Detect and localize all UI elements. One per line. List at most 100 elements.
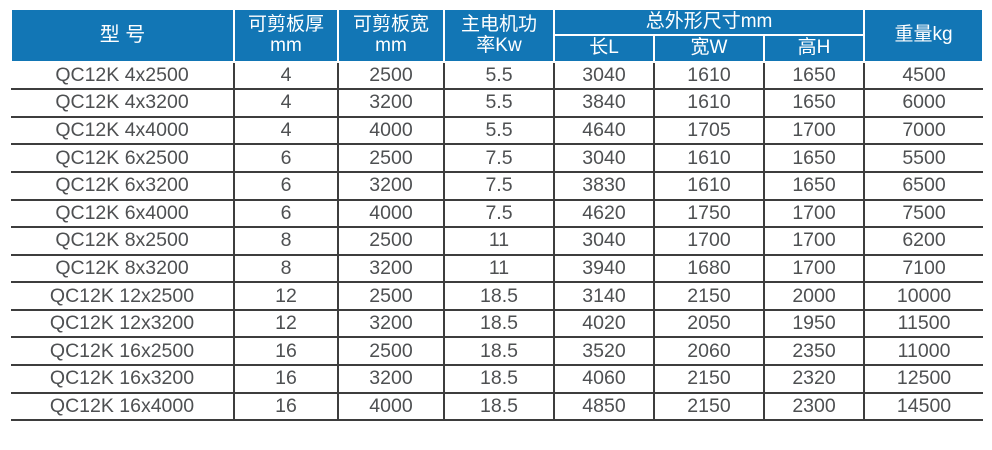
cell-height: 1650 xyxy=(762,89,865,118)
cell-height: 2320 xyxy=(762,365,865,394)
cell-length: 3840 xyxy=(553,89,654,118)
cell-model: QC12K 16x3200 xyxy=(11,365,234,394)
table-row: QC12K 6x2500 6 2500 7.5 3040 1610 1650 5… xyxy=(11,144,984,173)
table-row: QC12K 8x2500 8 2500 11 3040 1700 1700 62… xyxy=(11,227,984,256)
header-motor-power-line2: 率Kw xyxy=(476,34,522,56)
cell-thickness: 4 xyxy=(233,116,338,146)
cell-length: 3830 xyxy=(553,171,654,201)
cell-weight: 5500 xyxy=(863,144,984,173)
shearing-machine-spec-table: 型 号 可剪板厚 mm 可剪板宽 mm 主电机功 率Kw 总外形尺寸mm 重量k… xyxy=(10,7,985,422)
cell-dim-width: 1610 xyxy=(653,144,764,173)
cell-power: 5.5 xyxy=(443,61,554,91)
table-row: QC12K 4x2500 4 2500 5.5 3040 1610 1650 4… xyxy=(11,61,984,91)
cell-height: 1700 xyxy=(762,227,865,256)
cell-length: 4060 xyxy=(553,365,654,394)
cell-dim-width: 1750 xyxy=(653,199,764,229)
cell-thickness: 4 xyxy=(233,89,338,118)
spec-table-container: 型 号 可剪板厚 mm 可剪板宽 mm 主电机功 率Kw 总外形尺寸mm 重量k… xyxy=(10,7,985,422)
cell-weight: 11500 xyxy=(863,309,984,339)
cell-thickness: 6 xyxy=(233,171,338,201)
cell-model: QC12K 6x3200 xyxy=(11,171,234,201)
cell-model: QC12K 12x3200 xyxy=(11,309,234,339)
cell-dim-width: 1610 xyxy=(653,61,764,91)
cell-width: 4000 xyxy=(337,199,444,229)
cell-height: 1650 xyxy=(762,171,865,201)
table-header: 型 号 可剪板厚 mm 可剪板宽 mm 主电机功 率Kw 总外形尺寸mm 重量k… xyxy=(10,7,985,63)
cell-dim-width: 2150 xyxy=(653,392,764,422)
cell-model: QC12K 16x2500 xyxy=(11,337,234,367)
cell-thickness: 6 xyxy=(233,144,338,173)
header-row-sub: 长L 宽W 高H xyxy=(11,34,983,63)
cell-weight: 6200 xyxy=(863,227,984,256)
cell-power: 11 xyxy=(443,254,554,284)
cell-length: 3040 xyxy=(553,144,654,173)
table-row: QC12K 16x4000 16 4000 18.5 4850 2150 230… xyxy=(11,392,984,422)
header-dim-length: 长L xyxy=(553,34,655,63)
cell-dim-width: 1610 xyxy=(653,89,764,118)
cell-power: 11 xyxy=(443,227,554,256)
cell-weight: 10000 xyxy=(863,282,984,311)
cell-thickness: 8 xyxy=(233,227,338,256)
cell-power: 7.5 xyxy=(443,199,554,229)
cell-length: 4020 xyxy=(553,309,654,339)
cell-model: QC12K 16x4000 xyxy=(11,392,234,422)
cell-width: 3200 xyxy=(337,89,444,118)
cell-dim-width: 1610 xyxy=(653,171,764,201)
cell-width: 3200 xyxy=(337,309,444,339)
cell-width: 2500 xyxy=(337,144,444,173)
cell-power: 7.5 xyxy=(443,171,554,201)
cell-model: QC12K 4x3200 xyxy=(11,89,234,118)
cell-power: 5.5 xyxy=(443,116,554,146)
cell-length: 3140 xyxy=(553,282,654,311)
header-cut-width-unit: mm xyxy=(375,34,407,56)
cell-height: 1950 xyxy=(762,309,865,339)
cell-height: 2000 xyxy=(762,282,865,311)
cell-thickness: 4 xyxy=(233,61,338,91)
cell-weight: 14500 xyxy=(863,392,984,422)
table-row: QC12K 12x2500 12 2500 18.5 3140 2150 200… xyxy=(11,282,984,311)
cell-thickness: 16 xyxy=(233,337,338,367)
header-model: 型 号 xyxy=(10,8,235,63)
table-row: QC12K 16x3200 16 3200 18.5 4060 2150 232… xyxy=(11,365,984,394)
header-cut-width: 可剪板宽 mm xyxy=(337,8,445,63)
cell-weight: 7000 xyxy=(863,116,984,146)
cell-length: 3040 xyxy=(553,61,654,91)
table-row: QC12K 4x3200 4 3200 5.5 3840 1610 1650 6… xyxy=(11,89,984,118)
cell-weight: 11000 xyxy=(863,337,984,367)
cell-dim-width: 1700 xyxy=(653,227,764,256)
header-motor-power-line1: 主电机功 xyxy=(460,13,537,35)
table-row: QC12K 6x3200 6 3200 7.5 3830 1610 1650 6… xyxy=(11,171,984,201)
cell-height: 2350 xyxy=(762,337,865,367)
header-cut-thickness: 可剪板厚 mm xyxy=(233,8,339,63)
cell-thickness: 16 xyxy=(233,365,338,394)
cell-height: 1700 xyxy=(762,199,865,229)
cell-dim-width: 1680 xyxy=(653,254,764,284)
cell-width: 2500 xyxy=(337,227,444,256)
cell-length: 3040 xyxy=(553,227,654,256)
header-cut-thickness-line1: 可剪板厚 xyxy=(247,13,324,35)
header-overall-dimensions: 总外形尺寸mm xyxy=(552,7,866,37)
cell-weight: 12500 xyxy=(863,365,984,394)
table-row: QC12K 6x4000 6 4000 7.5 4620 1750 1700 7… xyxy=(11,199,984,229)
cell-width: 2500 xyxy=(337,337,444,367)
header-dim-width: 宽W xyxy=(653,34,765,63)
cell-model: QC12K 8x3200 xyxy=(11,254,234,284)
header-cut-thickness-unit: mm xyxy=(270,34,302,56)
cell-power: 18.5 xyxy=(443,282,554,311)
cell-weight: 6500 xyxy=(863,171,984,201)
cell-dim-width: 2050 xyxy=(653,309,764,339)
cell-power: 18.5 xyxy=(443,337,554,367)
cell-width: 4000 xyxy=(337,116,444,146)
cell-width: 3200 xyxy=(337,365,444,394)
cell-width: 3200 xyxy=(337,171,444,201)
cell-height: 1650 xyxy=(762,61,865,91)
cell-power: 18.5 xyxy=(443,392,554,422)
cell-model: QC12K 4x4000 xyxy=(11,116,234,146)
cell-model: QC12K 6x2500 xyxy=(11,144,234,173)
cell-power: 7.5 xyxy=(443,144,554,173)
table-row: QC12K 8x3200 8 3200 11 3940 1680 1700 71… xyxy=(11,254,984,284)
cell-height: 1650 xyxy=(762,144,865,173)
cell-weight: 4500 xyxy=(863,61,984,91)
table-row: QC12K 16x2500 16 2500 18.5 3520 2060 235… xyxy=(11,337,984,367)
cell-power: 18.5 xyxy=(443,365,554,394)
